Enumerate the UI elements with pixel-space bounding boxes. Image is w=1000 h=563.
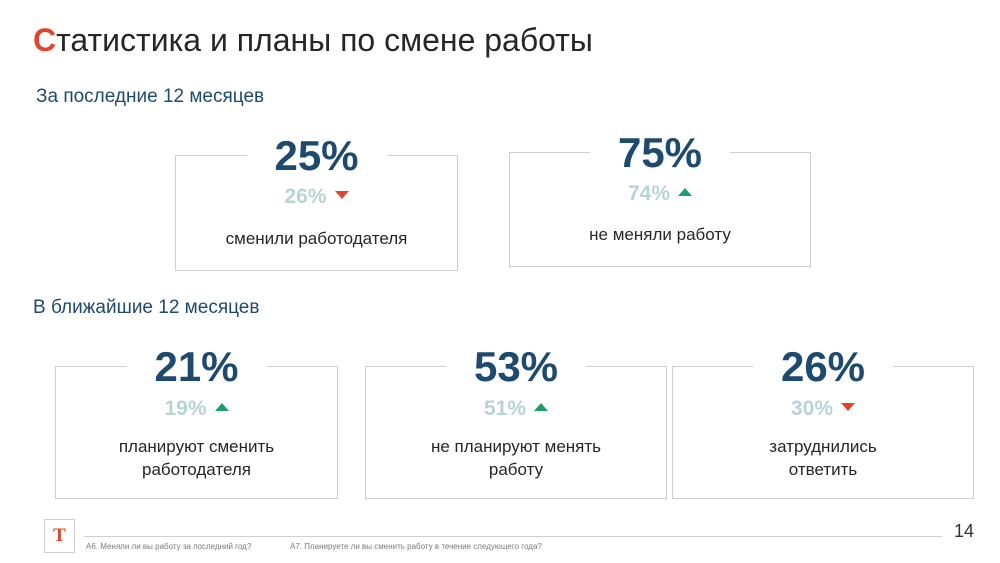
section-heading-past: За последние 12 месяцев xyxy=(36,86,265,107)
footer-divider xyxy=(84,536,942,537)
logo: T xyxy=(44,519,75,553)
stat-previous-value: 26% xyxy=(284,185,327,208)
footnote-a7: А7. Планируете ли вы сменить работу в те… xyxy=(290,542,542,551)
stat-previous-value: 19% xyxy=(164,397,207,420)
stat-value: 53% xyxy=(446,345,586,389)
trend-down-icon xyxy=(334,191,349,200)
stat-label-line: не меняли работу xyxy=(589,225,731,244)
trend-up-icon xyxy=(534,403,549,412)
stat-label-line: планируют сменить xyxy=(118,437,275,456)
stat-label: не меняли работу xyxy=(520,223,800,246)
title-rest: татистика и планы по смене работы xyxy=(56,22,593,58)
stat-label: затруднились ответить xyxy=(683,435,963,481)
stat-label: не планируют менять работу xyxy=(376,435,656,481)
stat-label-line: не планируют менять xyxy=(430,437,602,456)
stat-card-no-change: 75% 74% не меняли работу xyxy=(509,131,811,267)
stat-previous: 74% xyxy=(510,182,810,206)
footnote-a6: А6. Меняли ли вы работу за последний год… xyxy=(86,542,252,551)
stat-label: сменили работодателя xyxy=(186,227,447,250)
trend-up-icon xyxy=(678,188,693,197)
stat-label-line: сменили работодателя xyxy=(225,229,408,248)
section-heading-future: В ближайшие 12 месяцев xyxy=(33,297,260,318)
stat-card-changed-employer: 25% 26% сменили работодателя xyxy=(175,134,458,271)
stat-previous-value: 74% xyxy=(627,182,671,205)
stat-previous-value: 51% xyxy=(483,397,527,420)
stat-label-line: работодателя xyxy=(141,460,251,479)
page-number: 14 xyxy=(953,521,974,541)
stat-label: планируют сменить работодателя xyxy=(66,435,327,481)
stat-card-no-plan: 53% 51% не планируют менять работу xyxy=(365,345,667,499)
stat-label-line: ответить xyxy=(788,460,858,479)
stat-previous: 19% xyxy=(56,397,337,421)
stat-label-line: затруднились xyxy=(769,437,877,456)
trend-up-icon xyxy=(214,403,229,412)
stat-previous-value: 30% xyxy=(790,397,834,420)
stat-previous: 30% xyxy=(673,397,973,421)
stat-previous: 26% xyxy=(176,185,457,209)
stat-card-undecided: 26% 30% затруднились ответить xyxy=(672,345,974,499)
stat-value: 75% xyxy=(590,131,730,175)
page-title: Статистика и планы по смене работы xyxy=(33,22,593,59)
stat-value: 21% xyxy=(126,345,267,389)
stat-card-plan-change: 21% 19% планируют сменить работодателя xyxy=(55,345,338,499)
trend-down-icon xyxy=(841,403,856,412)
stat-label-line: работу xyxy=(488,460,544,479)
stat-value: 26% xyxy=(753,345,893,389)
stat-value: 25% xyxy=(246,134,387,178)
stat-previous: 51% xyxy=(366,397,666,421)
title-first-letter: С xyxy=(33,22,57,58)
